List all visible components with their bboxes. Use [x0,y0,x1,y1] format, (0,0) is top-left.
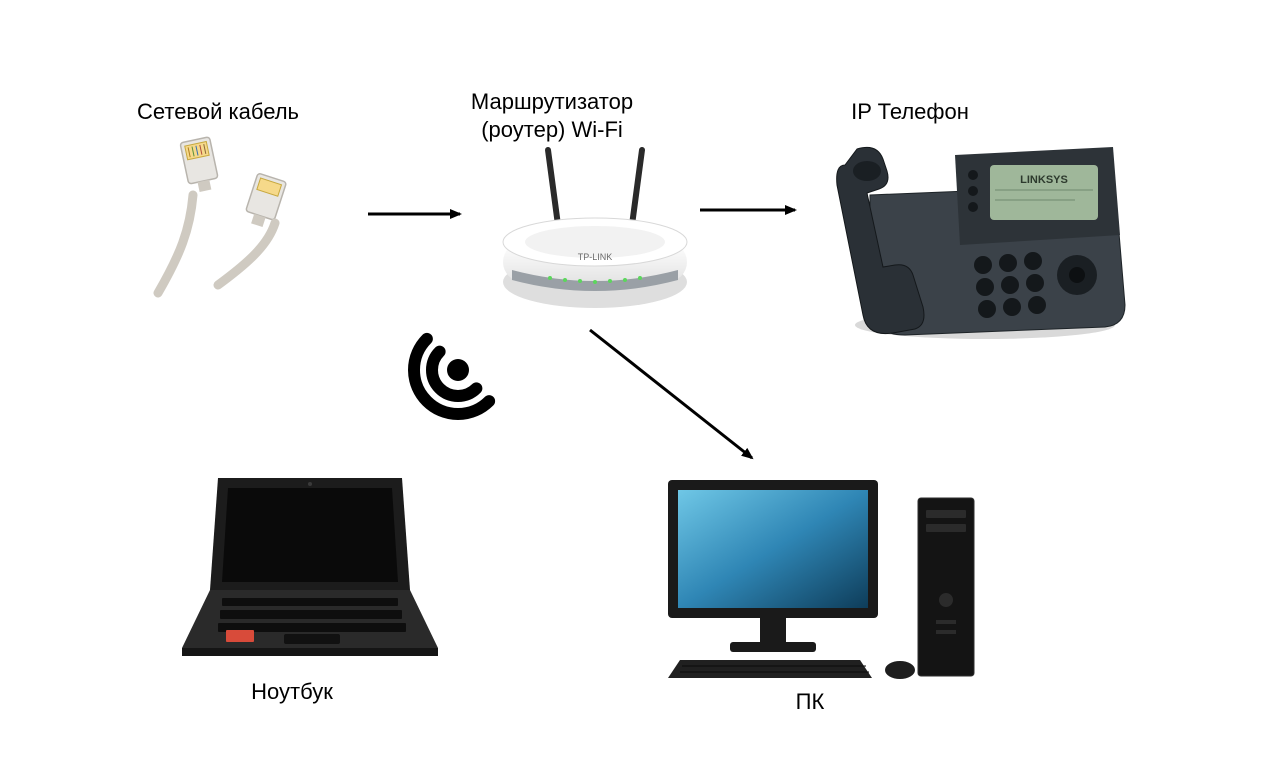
label-pc: ПК [796,688,825,716]
wifi-router-icon: TP-LINK [490,130,700,315]
wifi-signal-icon [408,320,508,420]
svg-text:LINKSYS: LINKSYS [1020,174,1068,186]
ethernet-cable-icon [140,135,360,305]
desktop-pc-icon [650,470,980,685]
label-ipphone: IP Телефон [851,98,969,126]
label-cable: Сетевой кабель [137,98,299,126]
label-laptop: Ноутбук [251,678,333,706]
ip-phone-icon: LINKSYS [815,125,1135,345]
laptop-icon [180,470,440,665]
arrow-router-pc [590,330,752,458]
svg-text:TP-LINK: TP-LINK [578,252,613,262]
